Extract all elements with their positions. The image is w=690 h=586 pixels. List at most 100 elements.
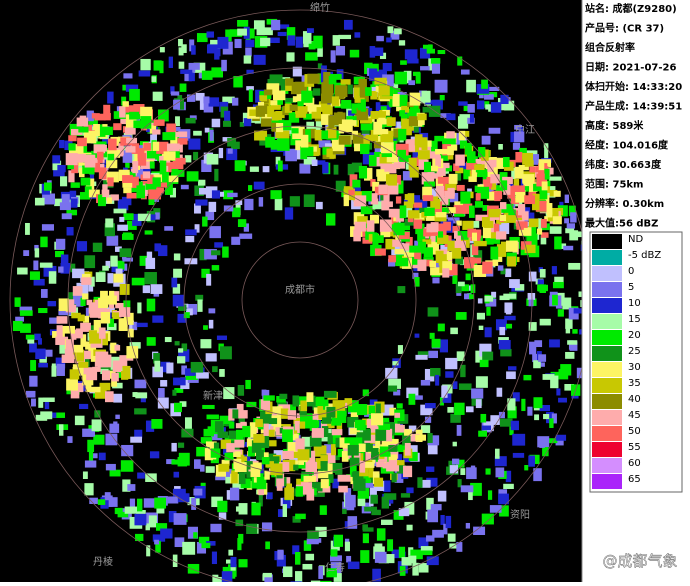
echo-cell xyxy=(99,163,105,170)
echo-cell xyxy=(37,338,42,345)
echo-cell xyxy=(209,226,221,239)
echo-cell xyxy=(472,257,482,264)
echo-cell xyxy=(193,459,201,469)
legend-label: 65 xyxy=(628,474,641,485)
echo-cell xyxy=(560,364,572,376)
echo-cell xyxy=(573,308,586,314)
echo-cell xyxy=(564,383,575,391)
echo-cell xyxy=(295,111,307,118)
echo-cell xyxy=(224,452,234,461)
echo-cell xyxy=(331,96,340,106)
echo-cell xyxy=(267,37,280,43)
echo-cell xyxy=(158,388,165,398)
echo-cell xyxy=(267,440,277,447)
echo-cell xyxy=(360,143,370,155)
echo-cell xyxy=(40,289,48,298)
echo-cell xyxy=(66,227,74,236)
echo-cell xyxy=(349,437,363,447)
echo-cell xyxy=(170,91,180,96)
echo-cell xyxy=(301,436,312,447)
legend-swatch xyxy=(592,298,622,313)
echo-cell xyxy=(127,328,134,338)
echo-cell xyxy=(374,477,384,487)
echo-cell xyxy=(156,187,164,194)
echo-cell xyxy=(446,263,458,276)
echo-cell xyxy=(82,471,88,480)
place-label: 丹棱 xyxy=(93,555,113,568)
echo-cell xyxy=(322,147,330,155)
echo-cell xyxy=(80,297,86,307)
echo-cell xyxy=(285,148,297,162)
echo-cell xyxy=(503,157,510,168)
echo-cell xyxy=(153,119,165,126)
echo-cell xyxy=(539,269,546,278)
echo-cell xyxy=(217,36,229,49)
echo-cell xyxy=(453,163,460,172)
echo-cell xyxy=(338,485,348,493)
echo-cell xyxy=(89,169,94,183)
echo-cell xyxy=(106,171,119,183)
echo-cell xyxy=(164,226,174,231)
echo-cell xyxy=(526,234,538,246)
echo-cell xyxy=(378,423,391,430)
echo-cell xyxy=(115,246,122,252)
echo-cell xyxy=(476,84,490,94)
echo-cell xyxy=(76,117,89,127)
echo-cell xyxy=(82,428,94,437)
echo-cell xyxy=(422,239,432,245)
echo-cell xyxy=(393,222,405,236)
echo-cell xyxy=(403,201,414,209)
echo-cell xyxy=(204,448,213,461)
echo-cell xyxy=(185,117,196,124)
echo-cell xyxy=(129,498,136,511)
echo-cell xyxy=(232,409,239,419)
echo-cell xyxy=(275,110,285,119)
echo-cell xyxy=(498,144,503,150)
echo-cell xyxy=(401,105,410,113)
echo-cell xyxy=(145,183,158,190)
echo-cell xyxy=(341,99,352,109)
echo-cell xyxy=(465,273,471,281)
echo-cell xyxy=(423,247,433,258)
echo-cell xyxy=(297,449,310,461)
echo-cell xyxy=(384,554,395,564)
echo-cell xyxy=(54,250,64,258)
echo-cell xyxy=(136,322,148,328)
echo-cell xyxy=(137,213,151,222)
echo-cell xyxy=(210,448,221,458)
legend-swatch xyxy=(592,282,622,297)
echo-cell xyxy=(132,213,142,226)
echo-cell xyxy=(122,479,131,492)
info-line: 范围: 75km xyxy=(585,178,643,191)
echo-cell xyxy=(153,60,162,71)
echo-cell xyxy=(381,496,390,509)
info-line: 经度: 104.016度 xyxy=(585,139,669,152)
info-line: 体扫开始: 14:33:20 xyxy=(585,80,682,93)
echo-cell xyxy=(565,321,571,334)
echo-cell xyxy=(486,306,491,316)
echo-cell xyxy=(225,29,232,42)
echo-cell xyxy=(426,466,435,472)
echo-cell xyxy=(308,413,320,420)
echo-cell xyxy=(237,28,247,36)
echo-cell xyxy=(67,436,73,443)
echo-cell xyxy=(406,387,419,399)
echo-cell xyxy=(399,205,407,219)
echo-cell xyxy=(19,306,33,312)
echo-cell xyxy=(435,223,445,236)
echo-cell xyxy=(393,389,401,396)
echo-cell xyxy=(146,251,153,261)
echo-cell xyxy=(211,496,223,508)
echo-cell xyxy=(215,576,227,586)
echo-cell xyxy=(374,248,386,256)
echo-cell xyxy=(290,404,297,413)
echo-cell xyxy=(113,273,124,283)
echo-cell xyxy=(404,501,415,515)
echo-cell xyxy=(542,374,555,380)
echo-cell xyxy=(96,151,104,160)
echo-cell xyxy=(401,130,412,136)
echo-cell xyxy=(381,142,394,154)
echo-cell xyxy=(409,103,419,112)
echo-cell xyxy=(455,459,465,468)
echo-cell xyxy=(178,304,187,311)
